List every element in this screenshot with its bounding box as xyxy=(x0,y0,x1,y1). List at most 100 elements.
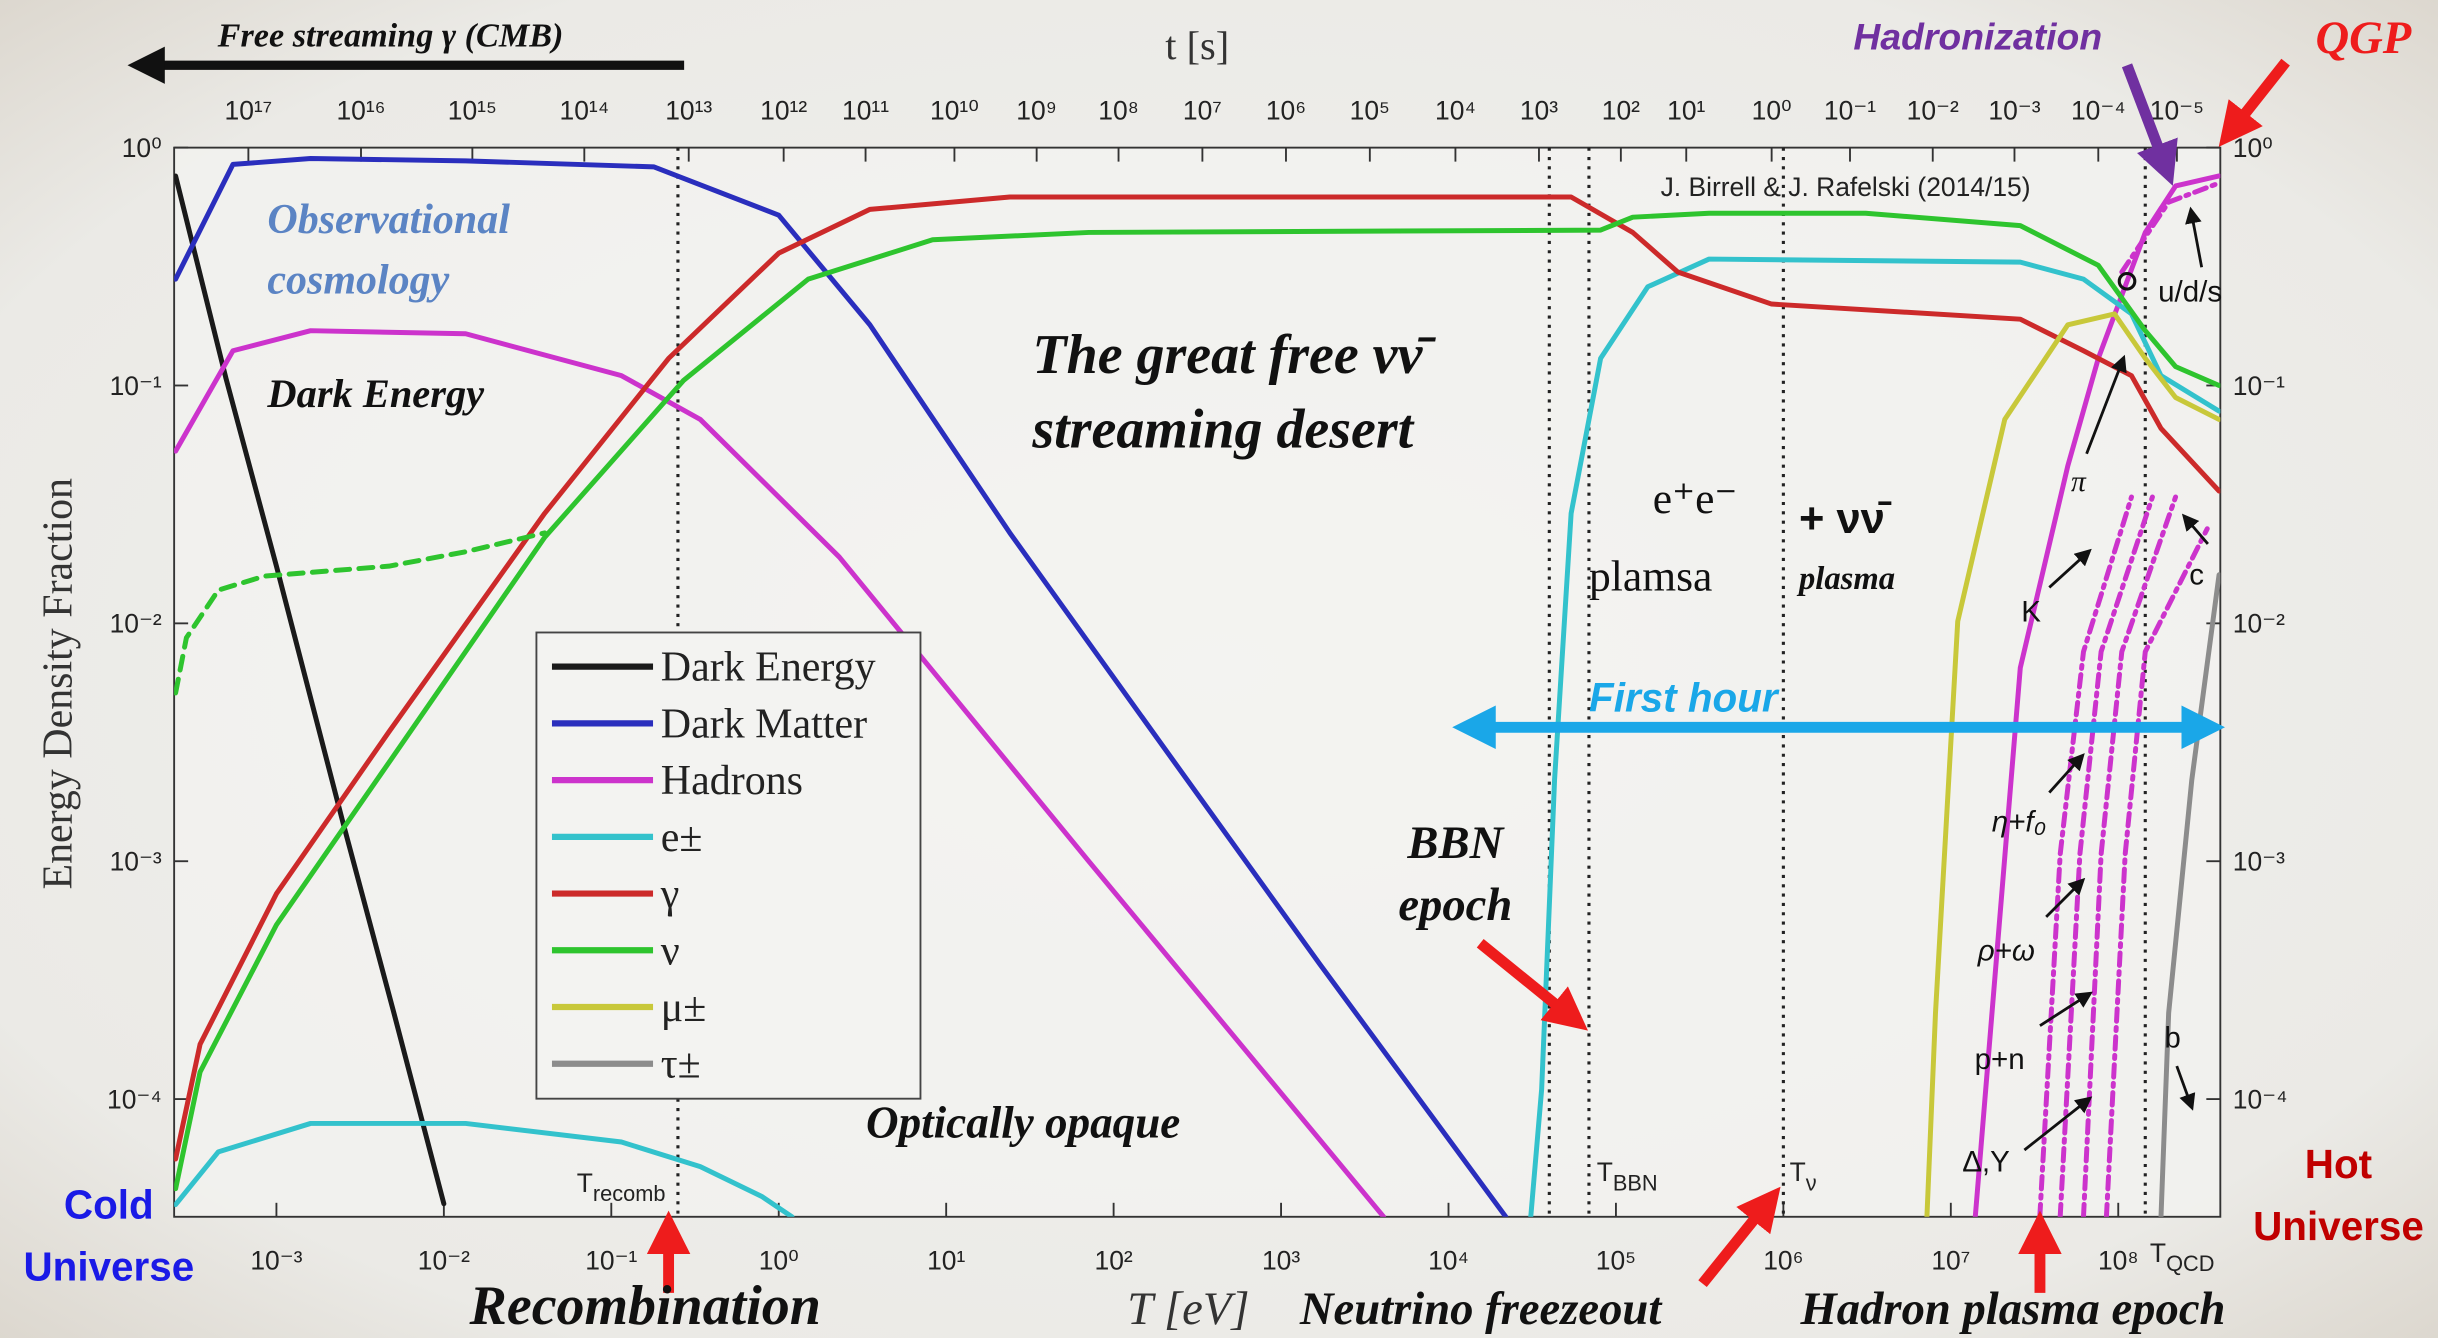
annotation: The great free νν̄ xyxy=(1032,324,1436,386)
series-line xyxy=(174,210,2221,1192)
annotation: streaming desert xyxy=(1031,399,1414,461)
top-tick-label: 10⁶ xyxy=(1266,96,1306,126)
top-tick-label: 10⁰ xyxy=(1752,96,1792,126)
legend-label: μ± xyxy=(661,985,707,1031)
particle-label: Δ,Y xyxy=(1962,1146,2010,1179)
series-line xyxy=(1924,311,2221,1217)
top-tick-label: 10¹⁴ xyxy=(560,96,610,126)
annotation: e⁺e⁻ xyxy=(1653,475,1738,523)
top-tick-label: 10⁸ xyxy=(1098,96,1139,126)
top-tick-label: 10⁻¹ xyxy=(1824,96,1876,126)
top-tick-label: 10⁹ xyxy=(1016,96,1057,126)
legend-box xyxy=(535,631,922,1100)
epoch-label: TBBN xyxy=(1597,1157,1658,1195)
top-tick-label: 10⁵ xyxy=(1350,96,1390,126)
top-tick-label: 10¹⁰ xyxy=(930,96,979,126)
series-line xyxy=(2119,180,2221,275)
arrow xyxy=(2185,206,2204,268)
top-tick-label: 10⁻⁵ xyxy=(2150,96,2204,126)
epoch-label-main: T xyxy=(1597,1157,1613,1187)
annotation: plamsa xyxy=(1589,553,1712,601)
legend-label: Dark Energy xyxy=(661,645,876,691)
particle-label: η+f₀ xyxy=(1992,805,2046,838)
top-tick-label: 10⁻⁴ xyxy=(2071,96,2126,126)
arrow xyxy=(2121,63,2178,186)
arrow xyxy=(2218,58,2290,147)
y-tick-label: 10⁻³ xyxy=(110,847,162,877)
top-tick-label: 10⁴ xyxy=(1435,96,1476,126)
series-line xyxy=(174,194,2221,1162)
x-tick-label: 10⁶ xyxy=(1763,1246,1803,1276)
annotation: plasma xyxy=(1796,561,1895,597)
top-tick-label: 10¹⁵ xyxy=(448,96,497,126)
x-tick-label: 10² xyxy=(1095,1246,1133,1276)
y-tick-label: 10⁻² xyxy=(2233,609,2285,639)
y-tick-label: 10⁻² xyxy=(110,609,162,639)
top-tick-label: 10³ xyxy=(1520,96,1558,126)
plot-area xyxy=(173,146,2222,1218)
arrow xyxy=(2048,753,2085,794)
x-tick-label: 10³ xyxy=(1262,1246,1300,1276)
y-tick-label: 10⁰ xyxy=(2233,133,2273,163)
particle-label: ρ+ω xyxy=(1977,934,2035,967)
particle-label: b xyxy=(2164,1021,2180,1054)
axes-layer: 10⁻³ 10⁻² 10⁻¹ 10⁰ 10¹ 10² 10³ 10⁴ 10⁵ 10⁶ 10⁷ 10⁸ 1… xyxy=(107,96,2287,1277)
epoch-label-main: T xyxy=(1790,1157,1806,1187)
arrow xyxy=(2045,877,2086,918)
annotation: Dark Energy xyxy=(266,371,485,416)
annotation: Hot xyxy=(2305,1141,2372,1187)
annotation: QGP xyxy=(2315,12,2411,64)
annotation: cosmology xyxy=(267,258,449,304)
annotation: BBN xyxy=(1406,817,1505,869)
particle-label: c xyxy=(2189,558,2204,591)
annotation: Optically opaque xyxy=(866,1098,1180,1148)
y-axis-label: Energy Density Fraction xyxy=(36,478,82,890)
x-tick-label: 10⁻² xyxy=(418,1246,470,1276)
top-tick-label: 10⁷ xyxy=(1183,96,1222,126)
annotation: Recombination xyxy=(469,1275,821,1337)
x-tick-label: 10⁻³ xyxy=(250,1246,302,1276)
particle-label: π xyxy=(2071,466,2087,498)
y-tick-label: 10⁰ xyxy=(122,133,162,163)
annotation: Free streaming γ (CMB) xyxy=(217,18,564,55)
legend-label: Hadrons xyxy=(661,758,803,804)
x-tick-label: 10⁻¹ xyxy=(585,1246,637,1276)
y-tick-label: 10⁻³ xyxy=(2233,847,2285,877)
series-line xyxy=(2057,494,2155,1217)
top-tick-label: 10¹³ xyxy=(665,96,712,126)
arrow xyxy=(2181,513,2209,545)
series-line xyxy=(2158,572,2221,1217)
top-tick-label: 10¹ xyxy=(1667,96,1705,126)
series-line xyxy=(174,530,548,696)
epoch-label-main: T xyxy=(2150,1238,2166,1268)
top-tick-label: 10² xyxy=(1602,96,1640,126)
annotation: First hour xyxy=(1589,675,1780,721)
arrow xyxy=(2085,354,2127,455)
particle-label: p+n xyxy=(1975,1043,2025,1076)
arrow xyxy=(2023,1096,2093,1152)
annotation: epoch xyxy=(1398,879,1512,931)
series-line xyxy=(2037,494,2134,1217)
series-line xyxy=(174,156,1509,1217)
y-tick-label: 10⁻⁴ xyxy=(2233,1084,2288,1114)
top-tick-label: 10¹¹ xyxy=(842,96,889,126)
arrow xyxy=(2175,1065,2196,1111)
epoch-label-main: T xyxy=(577,1168,593,1198)
epoch-label: Trecomb xyxy=(577,1168,666,1206)
particle-label: u/d/s xyxy=(2158,275,2222,308)
top-tick-label: 10¹² xyxy=(760,96,807,126)
annotation: Universe xyxy=(2253,1203,2424,1249)
junction-marker xyxy=(2117,271,2137,291)
series-line xyxy=(174,173,447,1207)
credit: J. Birrell & J. Rafelski (2014/15) xyxy=(1661,172,2031,202)
x-axis-label: T [eV] xyxy=(1127,1283,1249,1335)
annotation: Cold xyxy=(64,1181,154,1227)
legend-label: Dark Matter xyxy=(661,701,867,747)
x-tick-label: 10⁴ xyxy=(1428,1246,1469,1276)
epoch-label: TQCD xyxy=(2150,1238,2215,1276)
x-tick-label: 10⁸ xyxy=(2098,1246,2139,1276)
x-tick-label: 10⁷ xyxy=(1931,1246,1970,1276)
x-tick-label: 10⁰ xyxy=(759,1246,799,1276)
